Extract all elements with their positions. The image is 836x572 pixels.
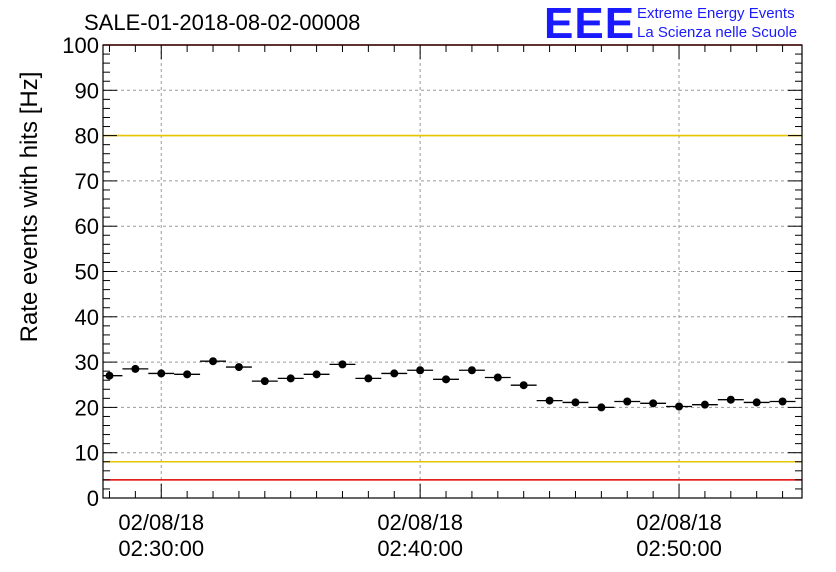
data-point [597,403,606,412]
data-point [364,374,373,383]
y-tick-label: 70 [75,169,99,194]
data-point [752,398,761,407]
data-point [571,398,580,407]
data-point [416,366,425,375]
y-tick-label: 40 [75,305,99,330]
data-point [493,373,502,382]
x-tick-label-time: 02:40:00 [377,536,463,561]
data-point [157,369,166,378]
y-tick-label: 0 [87,486,99,511]
y-tick-label: 90 [75,78,99,103]
data-point [209,357,218,366]
data-point [183,370,192,379]
data-point [234,363,243,372]
data-point [286,374,295,383]
eee-logo: EEE [544,0,636,48]
x-tick-label-time: 02:30:00 [118,536,204,561]
x-tick-label-date: 02/08/18 [636,510,722,535]
data-point [623,397,632,406]
y-tick-label: 50 [75,260,99,285]
data-point [700,400,709,409]
y-tick-label: 60 [75,214,99,239]
data-point [778,397,787,406]
data-point [675,402,684,411]
data-point [260,377,269,386]
data-point [519,381,528,390]
x-tick-label-time: 02:50:00 [636,536,722,561]
logo-caption: Extreme Energy Events La Scienza nelle S… [637,4,797,42]
x-tick-label-date: 02/08/18 [118,510,204,535]
logo-caption-line-2: La Scienza nelle Scuole [637,24,798,41]
y-axis-label: Rate events with hits [Hz] [16,71,43,343]
data-point [338,360,347,369]
chart-title: SALE-01-2018-08-02-00008 [84,10,361,35]
data-point [467,366,476,375]
data-point [390,369,399,378]
y-tick-label: 80 [75,124,99,149]
y-tick-label: 10 [75,441,99,466]
data-point [131,364,140,373]
data-point [545,396,554,405]
x-tick-label-date: 02/08/18 [377,510,463,535]
y-tick-label: 20 [75,395,99,420]
y-tick-label: 30 [75,350,99,375]
logo-caption-line-1: Extreme Energy Events [637,5,795,22]
data-point [649,399,658,408]
y-tick-label: 100 [62,33,99,58]
data-point [312,370,321,379]
data-point [105,371,114,380]
data-point [726,395,735,404]
data-point [442,375,451,384]
